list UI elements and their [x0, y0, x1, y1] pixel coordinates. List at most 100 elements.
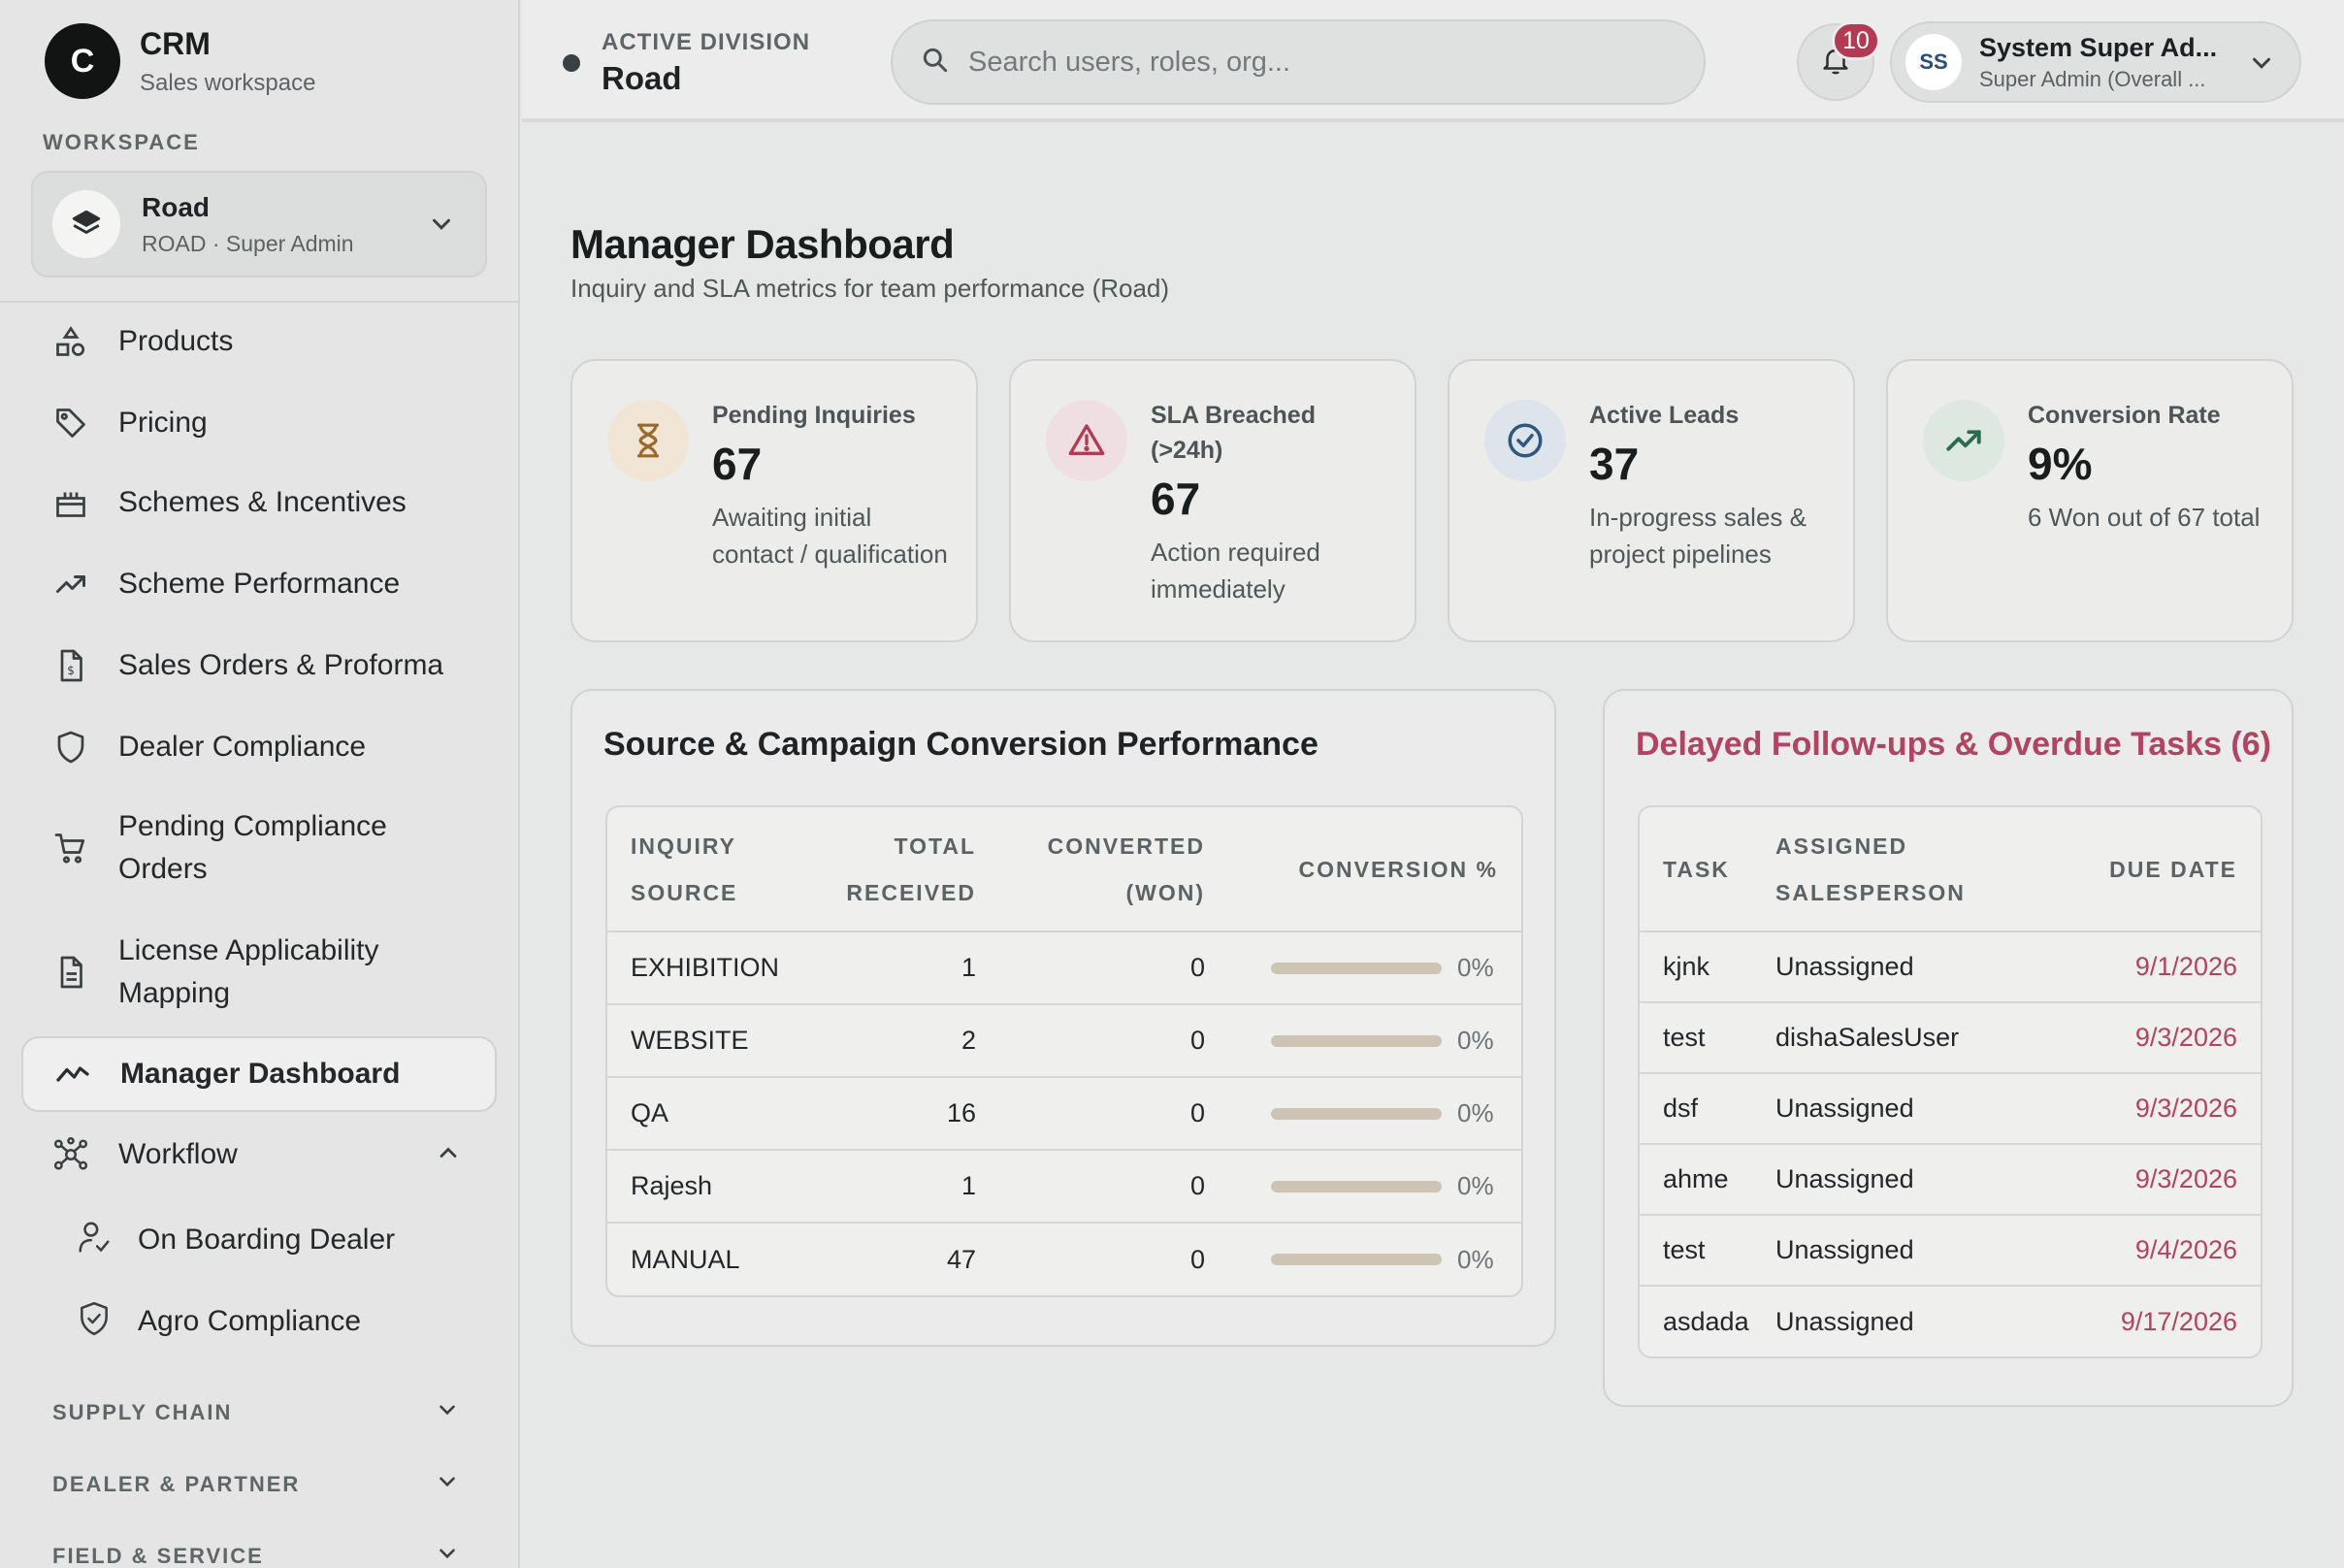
sidebar-item-label: Pending Compliance Orders: [118, 810, 387, 885]
shield-icon: [50, 727, 91, 768]
division-label: ACTIVE DIVISION: [602, 29, 811, 55]
cell-due-date: 9/3/2026: [2067, 1073, 2261, 1145]
section-supply-chain[interactable]: SUPPLY CHAIN: [52, 1397, 460, 1428]
cell-due-date: 9/3/2026: [2067, 1144, 2261, 1216]
svg-text:$: $: [67, 664, 75, 677]
sidebar-item-dealer-compliance[interactable]: Dealer Compliance: [21, 726, 497, 768]
conversion-percent: 0%: [1457, 1171, 1494, 1200]
kpi-title: SLA Breached (>24h): [1151, 402, 1316, 464]
sidebar-item-manager-dashboard[interactable]: Manager Dashboard: [21, 1036, 497, 1112]
sidebar-item-label: Products: [118, 325, 234, 357]
cell-conversion: 0%: [1205, 931, 1521, 1005]
section-field-service[interactable]: FIELD & SERVICE: [52, 1541, 460, 1568]
cell-task: test: [1640, 1002, 1775, 1074]
cell-task: dsf: [1640, 1073, 1775, 1145]
cell-converted: 0: [976, 1150, 1205, 1224]
table-row[interactable]: test Unassigned 9/4/2026: [1640, 1215, 2261, 1287]
cell-total: 16: [801, 1077, 976, 1151]
cell-conversion: 0%: [1205, 1077, 1521, 1151]
kpi-card-sla-breached[interactable]: SLA Breached (>24h) 67 Action required i…: [1009, 359, 1416, 642]
table-row[interactable]: EXHIBITION 1 0 0%: [607, 931, 1521, 1005]
sidebar-item-label: Workflow: [118, 1138, 238, 1170]
table-row[interactable]: kjnk Unassigned 9/1/2026: [1640, 931, 2261, 1003]
sidebar-item-sales-orders[interactable]: $ Sales Orders & Proforma: [21, 644, 497, 687]
column-header-total[interactable]: TOTAL RECEIVED: [801, 807, 976, 932]
search-bar[interactable]: [891, 19, 1706, 105]
kpi-description: Action required immediately: [1151, 538, 1320, 604]
document-icon: [50, 952, 91, 993]
user-menu[interactable]: SS System Super Ad... Super Admin (Overa…: [1890, 21, 2301, 103]
kpi-title: Active Leads: [1589, 402, 1740, 429]
cell-source: MANUAL: [631, 1244, 740, 1274]
notification-count-badge: 10: [1832, 21, 1880, 60]
table-row[interactable]: MANUAL 47 0 0%: [607, 1223, 1521, 1295]
cell-converted: 0: [976, 1004, 1205, 1078]
sidebar: C CRM Sales workspace WORKSPACE Road ROA…: [0, 0, 520, 1568]
cell-assignee: dishaSalesUser: [1775, 1002, 2067, 1074]
sidebar-subitem-onboarding-dealer[interactable]: On Boarding Dealer: [76, 1219, 395, 1260]
brand-logo: C: [45, 23, 120, 99]
conversion-table: INQUIRY SOURCE TOTAL RECEIVED CONVERTED …: [605, 805, 1523, 1297]
trend-up-icon: [1923, 400, 2004, 481]
sidebar-item-pricing[interactable]: Pricing: [21, 402, 497, 444]
kpi-card-conversion-rate[interactable]: Conversion Rate 9% 6 Won out of 67 total: [1886, 359, 2294, 642]
table-row[interactable]: QA 16 0 0%: [607, 1077, 1521, 1151]
search-input[interactable]: [968, 46, 1647, 79]
cell-assignee: Unassigned: [1775, 1073, 2067, 1145]
sidebar-divider: [0, 301, 518, 303]
kpi-card-active-leads[interactable]: Active Leads 37 In-progress sales & proj…: [1448, 359, 1855, 642]
cell-assignee: Unassigned: [1775, 1215, 2067, 1287]
cell-task: kjnk: [1640, 931, 1775, 1003]
table-row[interactable]: test dishaSalesUser 9/3/2026: [1640, 1002, 2261, 1074]
cell-total: 47: [946, 1244, 976, 1274]
column-header-converted[interactable]: CONVERTED (WON): [976, 807, 1205, 932]
sidebar-item-license-mapping[interactable]: License Applicability Mapping: [21, 930, 497, 1015]
sidebar-item-workflow[interactable]: Workflow: [21, 1133, 497, 1176]
sidebar-item-label: Dealer Compliance: [118, 731, 367, 763]
panel-title: Source & Campaign Conversion Performance: [603, 726, 1318, 763]
kpi-description: Awaiting initial contact / qualification: [712, 503, 948, 569]
sidebar-item-products[interactable]: Products: [21, 320, 497, 363]
workspace-switcher[interactable]: Road ROAD · Super Admin: [31, 171, 487, 278]
cell-converted: 0: [976, 931, 1205, 1005]
cell-due-date: 9/17/2026: [2120, 1306, 2237, 1336]
column-header-source[interactable]: INQUIRY SOURCE: [607, 807, 801, 932]
sidebar-subitem-agro-compliance[interactable]: Agro Compliance: [76, 1300, 361, 1342]
table-row[interactable]: WEBSITE 2 0 0%: [607, 1004, 1521, 1078]
sidebar-item-scheme-performance[interactable]: Scheme Performance: [21, 563, 497, 605]
table-row[interactable]: dsf Unassigned 9/3/2026: [1640, 1073, 2261, 1145]
conversion-progress-bar: [1271, 1107, 1442, 1120]
section-label: SUPPLY CHAIN: [52, 1400, 233, 1424]
column-header-conversion-pct[interactable]: CONVERSION %: [1205, 807, 1521, 932]
conversion-progress-bar: [1271, 1034, 1442, 1047]
cell-source: Rajesh: [607, 1150, 801, 1224]
cell-conversion: 0%: [1205, 1150, 1521, 1224]
column-header-due-date[interactable]: DUE DATE: [2067, 807, 2261, 932]
chevron-up-icon[interactable]: [435, 1139, 462, 1171]
warning-icon: [1046, 400, 1127, 481]
chevron-down-icon: [435, 1541, 460, 1568]
division-name[interactable]: Road: [602, 60, 682, 96]
sidebar-item-label: Scheme Performance: [118, 568, 401, 600]
workspace-detail: ROAD · Super Admin: [142, 230, 354, 256]
table-row[interactable]: asdada Unassigned 9/17/2026: [1640, 1286, 2261, 1356]
brand[interactable]: C CRM Sales workspace: [45, 23, 315, 99]
table-row[interactable]: ahme Unassigned 9/3/2026: [1640, 1144, 2261, 1216]
user-name: System Super Ad...: [1979, 32, 2218, 62]
sidebar-item-schemes[interactable]: Schemes & Incentives: [21, 481, 497, 524]
layers-icon: [52, 190, 120, 258]
sidebar-item-pending-compliance-orders[interactable]: Pending Compliance Orders: [21, 805, 497, 891]
sidebar-subitem-label: On Boarding Dealer: [138, 1223, 396, 1256]
column-header-salesperson[interactable]: ASSIGNED SALESPERSON: [1775, 807, 2067, 932]
kpi-title: Conversion Rate: [2028, 402, 2221, 429]
section-label: DEALER & PARTNER: [52, 1472, 301, 1496]
conversion-progress-bar: [1271, 1254, 1442, 1265]
column-header-task[interactable]: TASK: [1640, 807, 1775, 932]
conversion-progress-bar: [1271, 962, 1442, 974]
sidebar-item-label: Manager Dashboard: [120, 1058, 401, 1090]
kpi-card-pending-inquiries[interactable]: Pending Inquiries 67 Awaiting initial co…: [570, 359, 978, 642]
kpi-value: 37: [1589, 439, 1640, 489]
section-dealer-partner[interactable]: DEALER & PARTNER: [52, 1469, 460, 1500]
table-row[interactable]: Rajesh 1 0 0%: [607, 1150, 1521, 1224]
chevron-down-icon: [435, 1469, 460, 1500]
